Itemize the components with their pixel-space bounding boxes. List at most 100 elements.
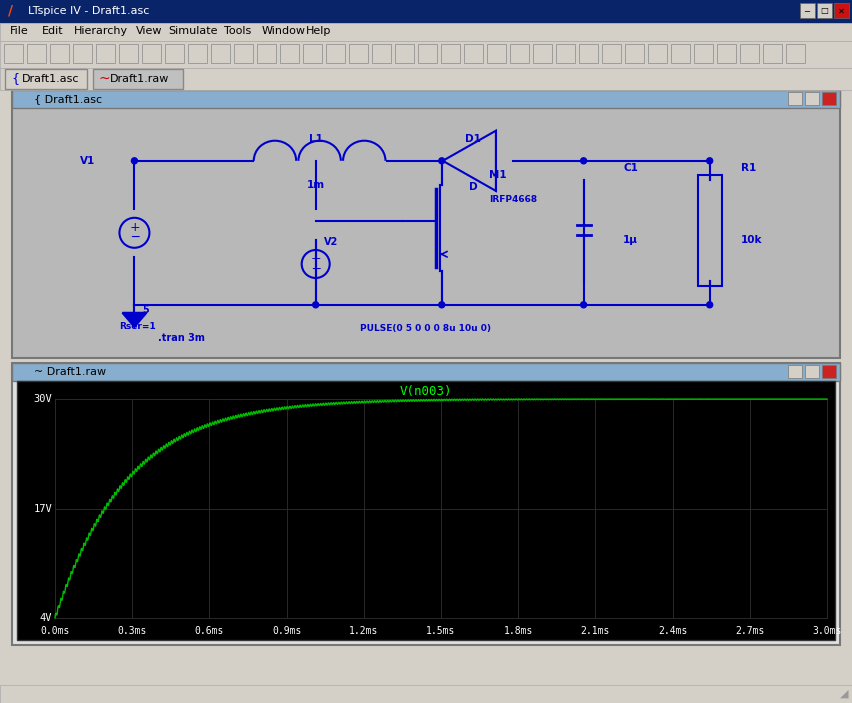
Polygon shape bbox=[123, 313, 147, 327]
Text: Simulate: Simulate bbox=[168, 26, 217, 36]
Bar bbox=[0, 68, 852, 90]
Bar bbox=[694, 44, 713, 63]
Bar bbox=[5, 69, 87, 89]
Bar bbox=[556, 44, 575, 63]
Text: File: File bbox=[10, 26, 29, 36]
Text: 0.6ms: 0.6ms bbox=[195, 626, 224, 636]
Text: View: View bbox=[136, 26, 163, 36]
Text: { Draft1.asc: { Draft1.asc bbox=[34, 94, 102, 104]
Text: 2.7ms: 2.7ms bbox=[735, 626, 764, 636]
Bar bbox=[234, 44, 253, 63]
Text: +: + bbox=[310, 252, 321, 266]
Text: .tran 3m: .tran 3m bbox=[158, 333, 205, 343]
Bar bbox=[303, 44, 322, 63]
Text: ~: ~ bbox=[98, 72, 110, 86]
Bar bbox=[579, 44, 598, 63]
Bar bbox=[93, 69, 183, 89]
Bar bbox=[12, 90, 840, 358]
Text: Help: Help bbox=[306, 26, 331, 36]
Bar bbox=[12, 363, 840, 381]
Text: ~ Draft1.raw: ~ Draft1.raw bbox=[34, 367, 106, 377]
Bar bbox=[510, 44, 529, 63]
Text: LTspice IV - Draft1.asc: LTspice IV - Draft1.asc bbox=[28, 6, 149, 16]
Text: V1: V1 bbox=[79, 156, 95, 166]
Circle shape bbox=[580, 302, 586, 308]
Text: R1: R1 bbox=[741, 163, 757, 173]
Circle shape bbox=[131, 157, 137, 164]
Text: 4V: 4V bbox=[39, 613, 52, 623]
Circle shape bbox=[706, 157, 712, 164]
Text: 1m: 1m bbox=[307, 180, 325, 190]
Text: V(n003): V(n003) bbox=[400, 385, 452, 397]
Text: D1: D1 bbox=[465, 134, 481, 144]
Bar bbox=[27, 44, 46, 63]
Text: PULSE(0 5 0 0 0 8u 10u 0): PULSE(0 5 0 0 0 8u 10u 0) bbox=[360, 324, 492, 333]
Bar bbox=[4, 44, 23, 63]
Text: M1: M1 bbox=[489, 170, 507, 180]
Text: /: / bbox=[8, 4, 13, 18]
Text: 17V: 17V bbox=[33, 503, 52, 513]
Text: Rser=1: Rser=1 bbox=[118, 322, 155, 331]
Bar bbox=[73, 44, 92, 63]
Text: IRFP4668: IRFP4668 bbox=[489, 195, 537, 204]
Text: Tools: Tools bbox=[224, 26, 251, 36]
Text: ─: ─ bbox=[312, 262, 320, 276]
Bar bbox=[349, 44, 368, 63]
Bar bbox=[96, 44, 115, 63]
Bar bbox=[763, 44, 782, 63]
Bar bbox=[165, 44, 184, 63]
Bar bbox=[395, 44, 414, 63]
Text: 0.0ms: 0.0ms bbox=[40, 626, 70, 636]
Bar bbox=[648, 44, 667, 63]
Text: Edit: Edit bbox=[42, 26, 64, 36]
Circle shape bbox=[706, 302, 712, 308]
Bar bbox=[822, 365, 836, 378]
Circle shape bbox=[313, 302, 319, 308]
Bar bbox=[817, 3, 832, 18]
Text: L1: L1 bbox=[308, 134, 323, 144]
Bar bbox=[17, 381, 835, 640]
Text: 2.4ms: 2.4ms bbox=[658, 626, 688, 636]
Text: 1.8ms: 1.8ms bbox=[504, 626, 532, 636]
Bar bbox=[834, 3, 849, 18]
Text: ─: ─ bbox=[804, 6, 809, 15]
Text: D: D bbox=[469, 182, 478, 192]
Text: C1: C1 bbox=[623, 163, 638, 173]
Bar bbox=[280, 44, 299, 63]
Text: ✕: ✕ bbox=[838, 6, 844, 15]
Text: {: { bbox=[11, 72, 19, 86]
Text: 30V: 30V bbox=[33, 394, 52, 404]
Text: 0.3ms: 0.3ms bbox=[118, 626, 147, 636]
Text: +: + bbox=[130, 221, 140, 234]
Text: Draft1.raw: Draft1.raw bbox=[110, 74, 170, 84]
Bar bbox=[800, 3, 815, 18]
Bar bbox=[326, 44, 345, 63]
Bar bbox=[602, 44, 621, 63]
Text: 5: 5 bbox=[142, 304, 149, 315]
Text: ─: ─ bbox=[130, 231, 138, 245]
Text: 1.2ms: 1.2ms bbox=[349, 626, 378, 636]
Text: Hierarchy: Hierarchy bbox=[74, 26, 128, 36]
Circle shape bbox=[580, 157, 586, 164]
Bar bbox=[0, 41, 852, 68]
Bar bbox=[533, 44, 552, 63]
Bar bbox=[0, 685, 852, 703]
Circle shape bbox=[439, 157, 445, 164]
Bar bbox=[625, 44, 644, 63]
Bar bbox=[211, 44, 230, 63]
Text: □: □ bbox=[820, 6, 828, 15]
Bar bbox=[464, 44, 483, 63]
Bar bbox=[0, 22, 852, 41]
Bar bbox=[50, 44, 69, 63]
Bar bbox=[257, 44, 276, 63]
Text: 10k: 10k bbox=[741, 235, 763, 245]
Bar bbox=[788, 365, 802, 378]
Text: Window: Window bbox=[262, 26, 306, 36]
Bar bbox=[12, 363, 840, 645]
Text: V2: V2 bbox=[324, 238, 337, 247]
Bar bbox=[12, 90, 840, 108]
Bar bbox=[441, 44, 460, 63]
Text: 3.0ms: 3.0ms bbox=[812, 626, 842, 636]
Bar bbox=[788, 92, 802, 105]
Bar bbox=[487, 44, 506, 63]
